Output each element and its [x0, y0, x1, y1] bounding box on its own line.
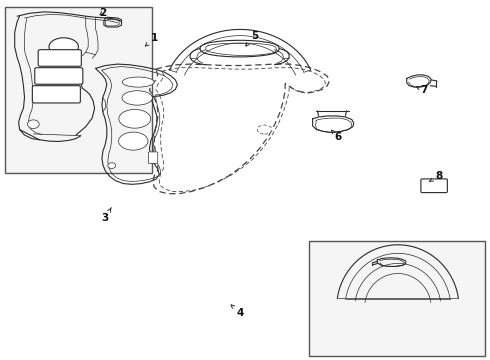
Text: 1: 1 [146, 33, 158, 46]
Text: 7: 7 [416, 85, 428, 95]
Ellipse shape [49, 38, 78, 56]
FancyBboxPatch shape [38, 50, 81, 66]
Text: 5: 5 [245, 31, 258, 46]
Bar [5, 7, 152, 173]
FancyBboxPatch shape [32, 86, 80, 103]
FancyBboxPatch shape [148, 152, 158, 163]
Ellipse shape [257, 125, 272, 134]
Ellipse shape [119, 132, 148, 150]
Text: 6: 6 [331, 130, 342, 142]
Text: 8: 8 [429, 171, 442, 181]
Ellipse shape [122, 77, 154, 87]
Bar [309, 241, 485, 356]
Text: 2: 2 [99, 8, 106, 18]
FancyBboxPatch shape [35, 68, 83, 84]
Circle shape [108, 163, 116, 168]
Text: 4: 4 [231, 305, 244, 318]
Ellipse shape [122, 91, 152, 105]
Ellipse shape [119, 109, 151, 128]
Circle shape [27, 120, 39, 129]
Text: 3: 3 [102, 208, 111, 223]
FancyBboxPatch shape [421, 179, 447, 193]
